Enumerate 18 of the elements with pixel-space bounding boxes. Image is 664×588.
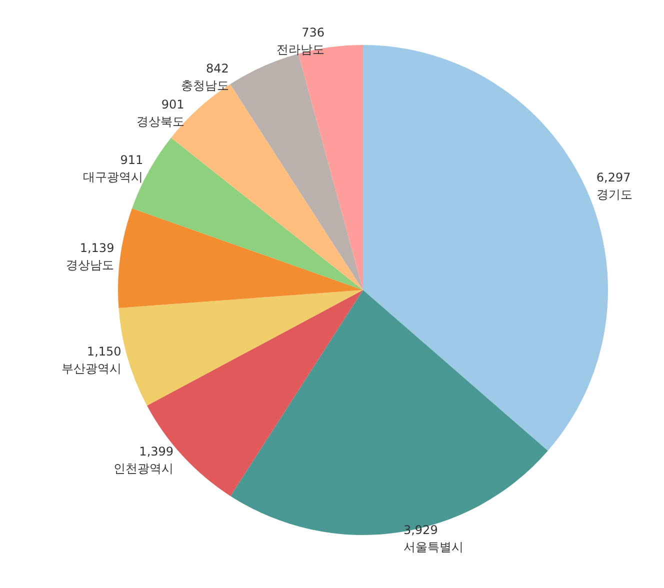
slice-label: 서울특별시 <box>403 540 464 554</box>
data-label: 1,399 <box>139 444 174 459</box>
data-label: 3,929 <box>403 522 438 537</box>
slice-label: 전라남도 <box>276 42 325 57</box>
slice-label: 경상북도 <box>136 114 184 129</box>
data-label: 736 <box>302 26 325 40</box>
data-label: 1,139 <box>80 241 114 256</box>
data-label: 842 <box>206 62 229 76</box>
slice-label: 경상남도 <box>66 258 114 272</box>
data-label: 911 <box>120 153 144 168</box>
slice-label: 인천광역시 <box>114 462 174 476</box>
slice-label: 대구광역시 <box>83 170 144 184</box>
slice-label: 충청남도 <box>180 78 229 93</box>
data-label: 6,297 <box>596 170 631 184</box>
slice-label: 부산광역시 <box>61 361 122 376</box>
slice-label: 경기도 <box>596 187 632 202</box>
data-label: 901 <box>161 98 184 112</box>
data-label: 1,150 <box>86 344 122 358</box>
